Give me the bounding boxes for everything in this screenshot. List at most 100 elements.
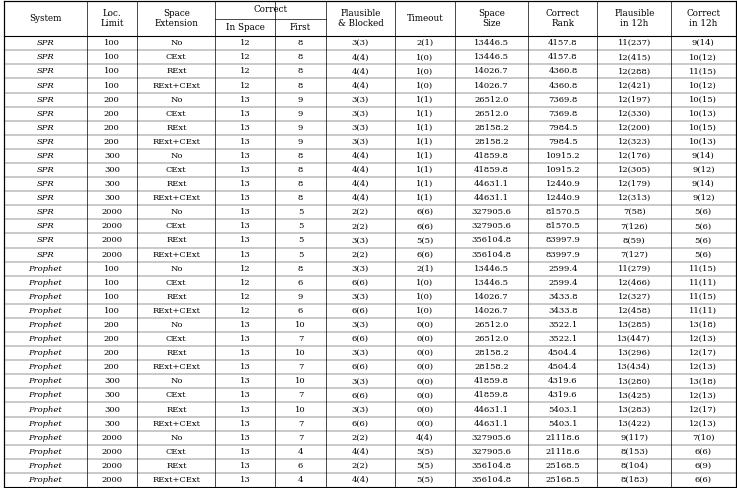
Text: 13: 13 [240,335,251,343]
Text: 13: 13 [240,166,251,174]
Text: Loc.
Limit: Loc. Limit [100,9,124,28]
Text: SPR: SPR [36,53,54,61]
Text: 28158.2: 28158.2 [475,349,509,357]
Text: 12: 12 [240,307,251,315]
Text: SPR: SPR [36,67,54,76]
Text: 12(200): 12(200) [618,124,651,132]
Text: 6: 6 [298,307,303,315]
Text: 8: 8 [298,67,303,76]
Text: 1(0): 1(0) [416,293,433,301]
Text: 327905.6: 327905.6 [472,448,511,456]
Text: 100: 100 [104,279,120,287]
Text: 5403.1: 5403.1 [548,406,578,413]
Text: 2(2): 2(2) [352,434,369,442]
Text: SPR: SPR [36,194,54,202]
Text: 13: 13 [240,152,251,160]
Text: CExt: CExt [166,391,186,400]
Text: 9(14): 9(14) [692,39,715,47]
Text: 12(421): 12(421) [618,81,651,89]
Text: 356104.8: 356104.8 [472,250,511,259]
Text: No: No [170,377,183,386]
Text: Prophet: Prophet [28,264,62,273]
Text: 1(0): 1(0) [416,67,433,76]
Text: 5: 5 [298,250,303,259]
Text: 300: 300 [104,166,120,174]
Text: 10(12): 10(12) [689,81,717,89]
Text: 1(0): 1(0) [416,307,433,315]
Text: 12: 12 [240,67,251,76]
Text: SPR: SPR [36,124,54,132]
Text: 8: 8 [298,39,303,47]
Text: 1(1): 1(1) [416,194,433,202]
Text: 7: 7 [298,434,303,442]
Text: 8: 8 [298,152,303,160]
Text: 300: 300 [104,406,120,413]
Text: 100: 100 [104,307,120,315]
Text: 13: 13 [240,462,251,470]
Text: Prophet: Prophet [28,349,62,357]
Text: 13: 13 [240,377,251,386]
Text: 1(1): 1(1) [416,138,433,146]
Text: 2000: 2000 [102,208,122,216]
Text: 13: 13 [240,237,251,244]
Text: 3522.1: 3522.1 [548,321,578,329]
Text: 11(11): 11(11) [689,307,717,315]
Text: 14026.7: 14026.7 [475,67,509,76]
Text: RExt+CExt: RExt+CExt [153,476,200,484]
Text: 7: 7 [298,420,303,427]
Text: 81570.5: 81570.5 [545,208,580,216]
Text: 5: 5 [298,237,303,244]
Text: 327905.6: 327905.6 [472,223,511,230]
Text: 14026.7: 14026.7 [475,81,509,89]
Text: 12: 12 [240,81,251,89]
Text: 6(6): 6(6) [416,223,433,230]
Text: No: No [170,96,183,103]
Text: Correct
in 12h: Correct in 12h [686,9,720,28]
Text: 2000: 2000 [102,223,122,230]
Text: CExt: CExt [166,166,186,174]
Text: 100: 100 [104,67,120,76]
Text: System: System [29,14,61,23]
Text: 6(6): 6(6) [695,448,712,456]
Text: 28158.2: 28158.2 [475,363,509,371]
Text: RExt: RExt [166,462,186,470]
Text: 4319.6: 4319.6 [548,391,578,400]
Text: 12(176): 12(176) [618,152,651,160]
Text: 1(1): 1(1) [416,166,433,174]
Text: 26512.0: 26512.0 [475,96,509,103]
Text: RExt+CExt: RExt+CExt [153,250,200,259]
Text: 7369.8: 7369.8 [548,110,578,118]
Text: 1(1): 1(1) [416,110,433,118]
Text: 13: 13 [240,223,251,230]
Text: 7(58): 7(58) [623,208,646,216]
Text: 300: 300 [104,377,120,386]
Text: No: No [170,39,183,47]
Text: 13(280): 13(280) [618,377,651,386]
Text: 11(11): 11(11) [689,279,717,287]
Text: 2599.4: 2599.4 [548,264,578,273]
Text: 13: 13 [240,420,251,427]
Text: RExt: RExt [166,293,186,301]
Text: No: No [170,264,183,273]
Text: 0(0): 0(0) [416,391,433,400]
Text: 200: 200 [104,349,119,357]
Text: 13(18): 13(18) [689,321,717,329]
Text: RExt: RExt [166,237,186,244]
Text: Prophet: Prophet [28,406,62,413]
Text: Correct: Correct [254,5,287,14]
Text: RExt+CExt: RExt+CExt [153,420,200,427]
Text: Prophet: Prophet [28,434,62,442]
Text: Prophet: Prophet [28,391,62,400]
Text: Prophet: Prophet [28,462,62,470]
Text: 1(1): 1(1) [416,96,433,103]
Text: 13: 13 [240,476,251,484]
Text: 0(0): 0(0) [416,363,433,371]
Text: Timeout: Timeout [407,14,443,23]
Text: 2599.4: 2599.4 [548,279,578,287]
Text: 3522.1: 3522.1 [548,335,578,343]
Text: 13: 13 [240,96,251,103]
Text: 356104.8: 356104.8 [472,237,511,244]
Text: 300: 300 [104,391,120,400]
Text: RExt: RExt [166,124,186,132]
Text: 4360.8: 4360.8 [548,81,578,89]
